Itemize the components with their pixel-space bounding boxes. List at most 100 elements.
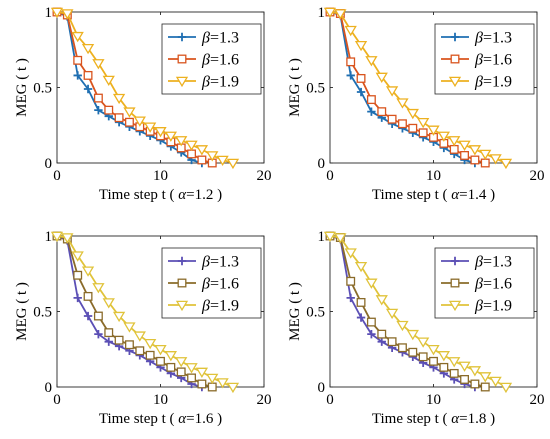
- data-point: [480, 382, 490, 392]
- beta-symbol: β: [474, 254, 483, 271]
- data-point: [479, 149, 492, 161]
- legend-label: β=1.9: [201, 74, 239, 91]
- y-axis-label: MEG ( t ): [14, 58, 30, 117]
- data-point: [323, 7, 337, 19]
- x-axis-label: Time step t ( α=1.8 ): [372, 411, 495, 427]
- legend-label: β=1.6: [474, 276, 512, 293]
- data-point: [166, 362, 176, 372]
- data-point: [83, 70, 93, 80]
- data-point: [417, 337, 430, 348]
- y-tick-label: 0.5: [33, 305, 52, 321]
- data-point: [73, 270, 83, 280]
- x-axis-label-prefix: Time step t (: [99, 187, 178, 203]
- y-tick-label: 1: [45, 229, 53, 245]
- y-tick-label: 0.5: [306, 81, 325, 97]
- data-point: [417, 117, 430, 129]
- data-point: [346, 276, 356, 286]
- data-point: [144, 338, 157, 350]
- data-point: [346, 71, 355, 80]
- data-point: [449, 368, 459, 378]
- legend-marker: [177, 256, 187, 266]
- alpha-symbol: α: [178, 187, 187, 203]
- data-point: [470, 379, 480, 389]
- data-point: [81, 43, 95, 55]
- data-point: [125, 340, 134, 350]
- data-point: [156, 356, 165, 366]
- data-point: [154, 345, 167, 356]
- data-point: [206, 373, 219, 385]
- data-point: [73, 71, 82, 80]
- data-point: [175, 136, 188, 147]
- data-point: [479, 372, 492, 383]
- alpha-value: =1.6: [186, 411, 214, 427]
- data-point: [408, 347, 418, 357]
- legend-marker: [450, 256, 460, 266]
- legend-value: =1.3: [483, 30, 512, 47]
- data-point: [133, 116, 146, 127]
- data-point: [458, 140, 471, 151]
- legend-value: =1.6: [210, 276, 239, 293]
- y-axis-label: MEG ( t ): [14, 282, 30, 341]
- series-3: [50, 7, 240, 170]
- beta-symbol: β: [201, 30, 210, 47]
- legend-marker: [448, 300, 462, 312]
- data-point: [468, 366, 482, 377]
- x-axis-label-suffix: ): [213, 411, 222, 427]
- data-point: [197, 379, 207, 389]
- data-point: [448, 136, 461, 147]
- data-point: [344, 248, 357, 259]
- legend-value: =1.9: [483, 298, 512, 315]
- data-point: [470, 155, 480, 165]
- data-point: [93, 311, 103, 321]
- data-point: [94, 105, 103, 115]
- x-axis-label: Time step t ( α=1.2 ): [99, 187, 222, 203]
- data-point: [448, 357, 461, 368]
- data-point: [123, 107, 136, 118]
- data-point: [356, 87, 366, 97]
- data-point: [354, 261, 368, 273]
- y-axis-label: MEG ( t ): [287, 58, 303, 117]
- data-point: [365, 56, 378, 67]
- x-axis-label-prefix: Time step t (: [372, 411, 451, 427]
- data-point: [367, 107, 376, 116]
- legend-label: β=1.6: [201, 276, 239, 293]
- legend-marker: [177, 32, 187, 42]
- data-point: [385, 86, 399, 97]
- data-point: [437, 131, 450, 142]
- data-point: [489, 376, 502, 388]
- series-line: [56, 11, 213, 164]
- data-point: [176, 367, 186, 377]
- data-point: [387, 337, 397, 347]
- x-axis-label-suffix: ): [486, 411, 495, 427]
- data-point: [114, 335, 124, 345]
- legend-value: =1.3: [483, 254, 512, 271]
- data-point: [195, 367, 209, 378]
- alpha-value: =1.2: [186, 187, 213, 203]
- data-point: [377, 107, 387, 117]
- alpha-value: =1.8: [459, 411, 486, 427]
- data-point: [61, 9, 74, 20]
- data-point: [499, 382, 513, 394]
- x-tick-label: 0: [326, 392, 334, 408]
- alpha-symbol: α: [451, 187, 460, 203]
- data-point: [175, 357, 188, 368]
- data-point: [377, 329, 387, 339]
- data-point: [408, 123, 418, 133]
- data-point: [356, 297, 366, 307]
- data-point: [123, 322, 136, 333]
- legend: β=1.3β=1.6β=1.9: [434, 247, 535, 319]
- data-point: [145, 350, 155, 360]
- data-point: [397, 343, 407, 353]
- legend-value: =1.9: [210, 74, 239, 91]
- data-point: [427, 125, 440, 136]
- data-point: [195, 145, 209, 156]
- data-point: [50, 231, 64, 243]
- data-point: [499, 158, 513, 170]
- data-point: [125, 117, 134, 127]
- data-point: [102, 75, 115, 87]
- x-tick-label: 0: [53, 392, 61, 408]
- legend-label: β=1.6: [474, 52, 512, 69]
- legend-marker: [450, 54, 460, 64]
- legend-label: β=1.9: [474, 74, 512, 91]
- data-point: [114, 113, 124, 123]
